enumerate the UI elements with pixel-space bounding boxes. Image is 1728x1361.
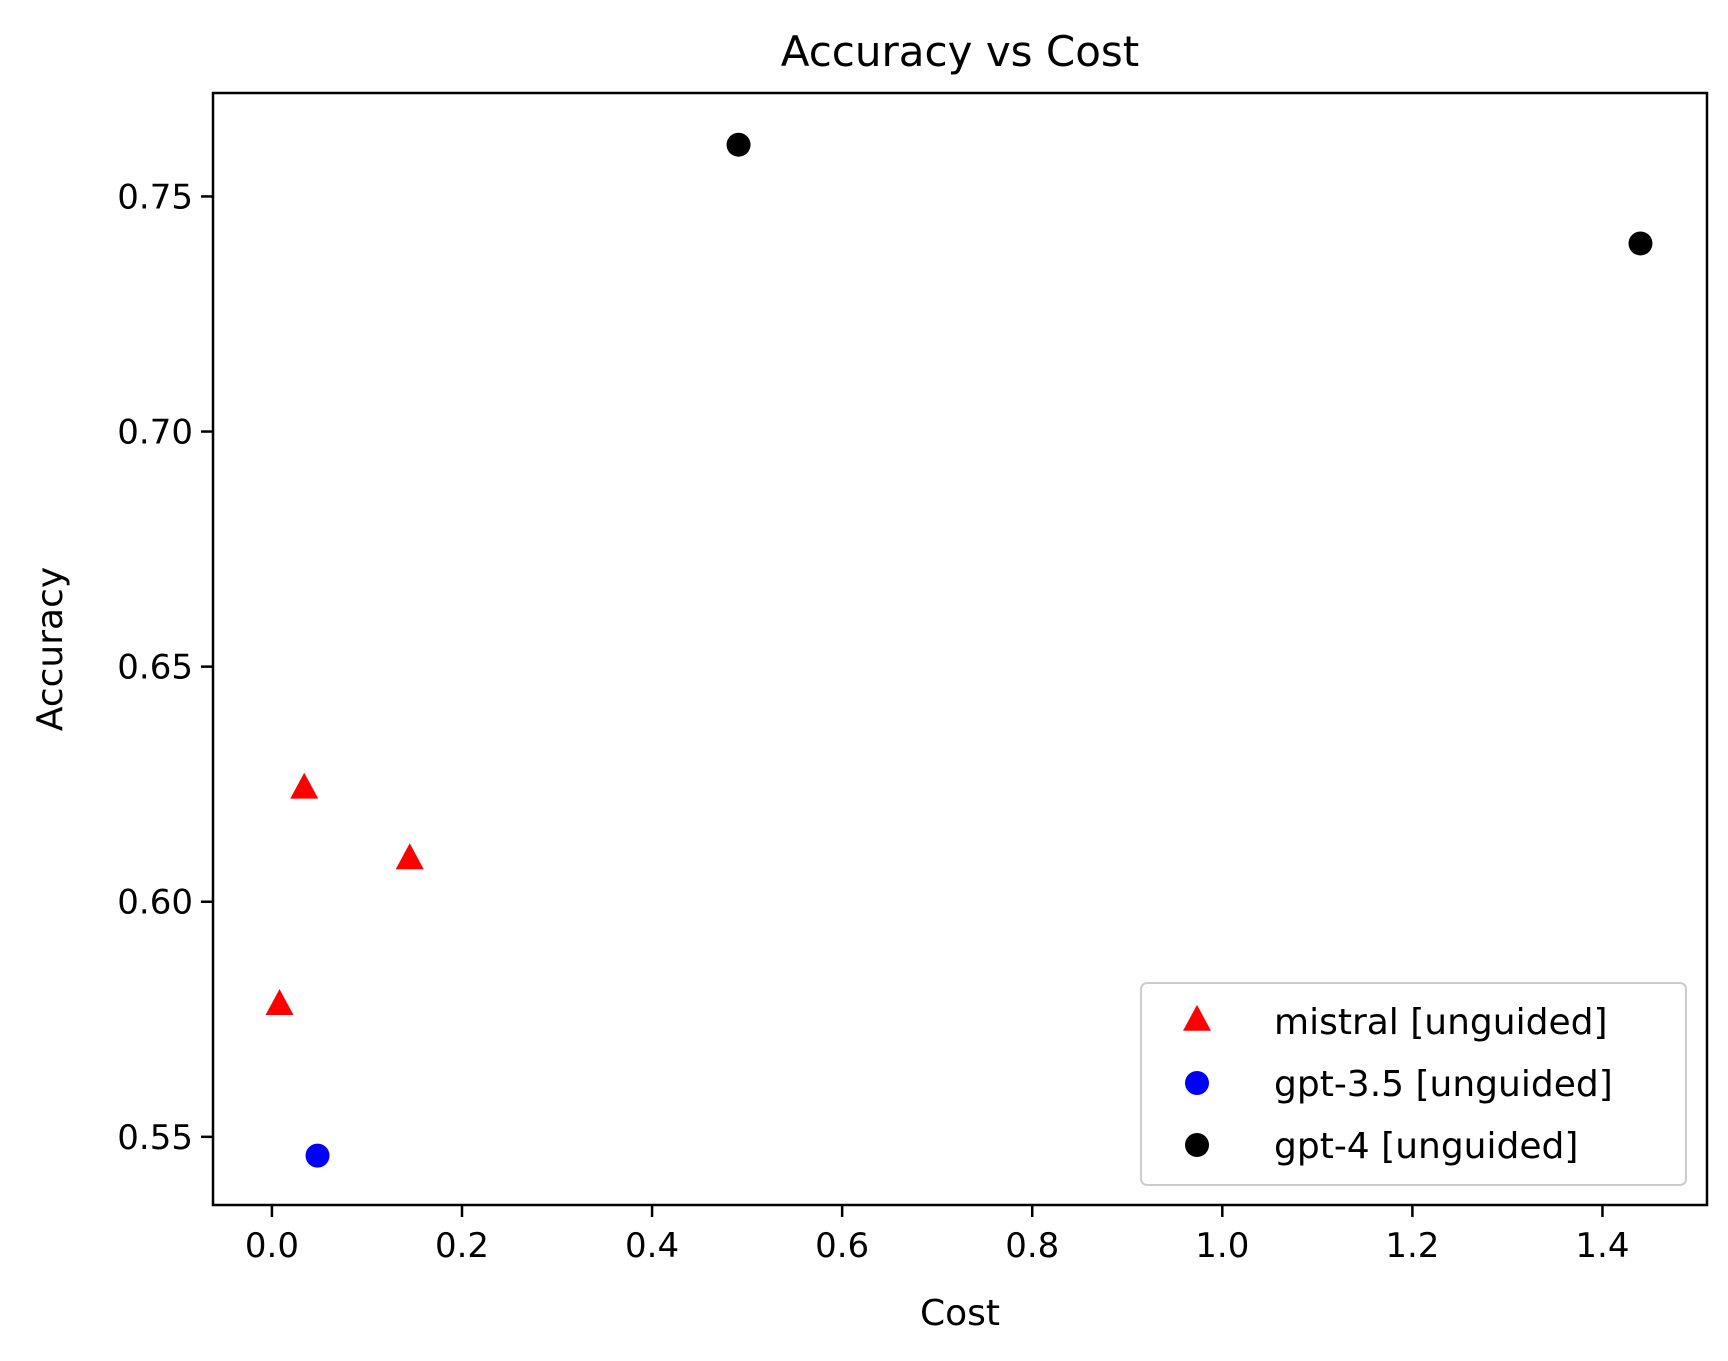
legend-marker: [1183, 1004, 1211, 1031]
x-tick-label: 0.8: [1005, 1226, 1059, 1266]
x-tick-label: 0.2: [435, 1226, 489, 1266]
x-tick-label: 0.4: [625, 1226, 679, 1266]
y-axis-label: Accuracy: [30, 567, 71, 731]
data-point: [290, 772, 319, 799]
data-point: [395, 843, 424, 870]
data-points: [265, 132, 1653, 1168]
x-tick-label: 1.0: [1195, 1226, 1249, 1266]
y-tick-label: 0.75: [117, 177, 193, 217]
y-tick-label: 0.55: [117, 1118, 193, 1158]
legend-marker: [1185, 1071, 1209, 1095]
legend-label: mistral [unguided]: [1274, 1002, 1608, 1043]
legend-label: gpt-4 [unguided]: [1274, 1126, 1578, 1167]
legend: mistral [unguided] gpt-3.5 [unguided] gpt-…: [1140, 982, 1687, 1186]
x-axis: 0.0 0.2 0.4 0.6 0.8 1.0 1.2 1.4: [245, 1205, 1629, 1266]
y-tick-label: 0.65: [117, 648, 193, 688]
x-tick-label: 1.2: [1385, 1226, 1439, 1266]
plot-frame: [211, 91, 1709, 1207]
x-tick-label: 0.0: [245, 1226, 299, 1266]
x-axis-label: Cost: [920, 1293, 1000, 1334]
data-point: [305, 1143, 330, 1168]
y-axis: 0.55 0.60 0.65 0.70 0.75: [117, 177, 213, 1158]
chart-title: Accuracy vs Cost: [781, 27, 1140, 76]
y-tick-label: 0.70: [117, 413, 193, 453]
data-point: [265, 989, 294, 1015]
legend-marker: [1185, 1133, 1209, 1157]
data-point: [726, 132, 751, 157]
x-tick-label: 1.4: [1575, 1226, 1629, 1266]
data-point: [1628, 231, 1653, 256]
legend-box: [1140, 982, 1687, 1186]
y-tick-label: 0.60: [117, 883, 193, 923]
x-tick-label: 0.6: [815, 1226, 869, 1266]
legend-label: gpt-3.5 [unguided]: [1274, 1064, 1613, 1105]
